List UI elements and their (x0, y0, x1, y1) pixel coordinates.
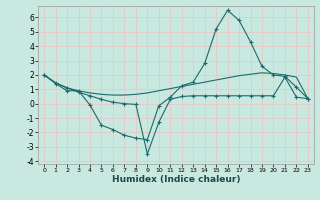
X-axis label: Humidex (Indice chaleur): Humidex (Indice chaleur) (112, 175, 240, 184)
